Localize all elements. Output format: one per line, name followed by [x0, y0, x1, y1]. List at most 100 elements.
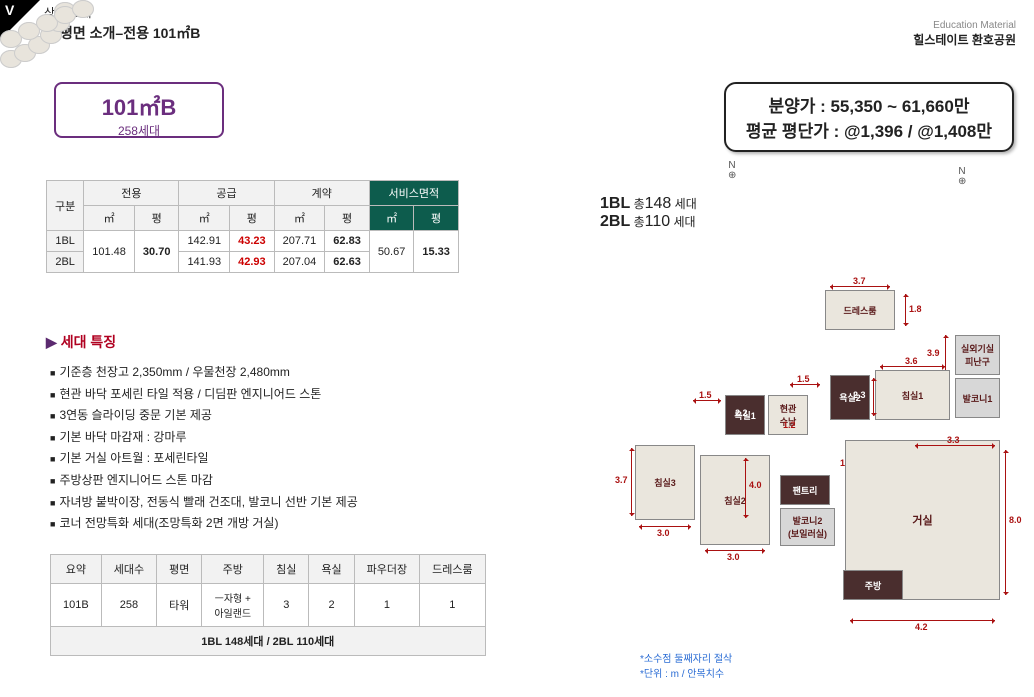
- price-box: 분양가 : 55,350 ~ 61,660만 평균 평단가 : @1,396 /…: [724, 82, 1014, 152]
- th-gg: 공급: [179, 181, 274, 206]
- bl1-pre: 총: [634, 197, 645, 211]
- sc: 1: [354, 584, 419, 627]
- dim-label: 8.0: [1009, 515, 1022, 525]
- dim-label: 1.2: [783, 420, 796, 430]
- room-bed1: 침실1: [875, 370, 950, 420]
- sh: 침실: [264, 555, 309, 584]
- sc: 1: [420, 584, 485, 627]
- room-bed2: 침실2: [700, 455, 770, 545]
- cell: 142.91: [179, 231, 230, 252]
- bl2-pre: 총: [634, 215, 645, 229]
- room-bed3: 침실3: [635, 445, 695, 520]
- dim-label: 3.9: [927, 348, 940, 358]
- sh: 드레스룸: [420, 555, 485, 584]
- dim: [705, 550, 765, 551]
- dim-label: 4.2: [915, 622, 928, 632]
- compass-icon: ⊕N: [958, 176, 974, 187]
- sc: 2: [309, 584, 354, 627]
- dim-label: 3.0: [727, 552, 740, 562]
- dim: [915, 445, 995, 446]
- sc: 타워: [157, 584, 202, 627]
- th-py: 평: [134, 206, 179, 231]
- dim: [850, 620, 995, 621]
- features-title: 세대 특징: [46, 332, 116, 352]
- row-1bl: 1BL: [47, 231, 84, 252]
- sc: 258: [101, 584, 156, 627]
- feature-item: 주방상판 엔지니어드 스톤 마감: [50, 470, 358, 492]
- area-table: 구분 전용 공급 계약 서비스면적 ㎡ 평 ㎡ 평 ㎡ 평 ㎡ 평 1BL 10…: [46, 180, 459, 273]
- compass-icon: ⊕N: [728, 170, 744, 181]
- bl2-suf: 세대: [673, 215, 695, 229]
- dim: [745, 458, 746, 518]
- th-py: 평: [230, 206, 275, 231]
- summary-table: 요약 세대수 평면 주방 침실 욕실 파우더장 드레스룸 101B 258 타워…: [50, 554, 486, 656]
- cell: 15.33: [414, 231, 459, 273]
- sh: 파우더장: [354, 555, 419, 584]
- cell: 43.23: [230, 231, 275, 252]
- edu-en: Education Material: [913, 20, 1016, 31]
- header-line2: 평면 소개–전용 101㎡B: [60, 25, 200, 41]
- price-line1: 분양가 : 55,350 ~ 61,660만: [746, 92, 992, 117]
- dim: [905, 294, 906, 326]
- education-material-label: Education Material 힐스테이트 환호공원: [913, 20, 1016, 48]
- sh: 요약: [51, 555, 102, 584]
- feature-item: 코너 전망특화 세대(조망특화 2면 개방 거실): [50, 513, 358, 535]
- cell: 62.63: [325, 252, 370, 273]
- th-service: 서비스면적: [369, 181, 458, 206]
- bl2-name: 2BL: [600, 213, 630, 230]
- feature-item: 현관 바닥 포세린 타일 적용 / 디딤판 엔지니어드 스톤: [50, 384, 358, 406]
- room-balc2: 발코니2 (보일러실): [780, 508, 835, 546]
- bl1-suf: 세대: [675, 197, 697, 211]
- room-pantry: 팬트리: [780, 475, 830, 505]
- dim-label: 4.0: [749, 480, 762, 490]
- th-m2: ㎡: [274, 206, 325, 231]
- dim: [880, 366, 945, 367]
- cell: 207.71: [274, 231, 325, 252]
- cell: 50.67: [369, 231, 414, 273]
- sh: 주방: [202, 555, 264, 584]
- footnote-l2: *단위 : m / 안목치수: [640, 665, 732, 680]
- dim: [873, 378, 874, 416]
- th-py: 평: [414, 206, 459, 231]
- sc: 101B: [51, 584, 102, 627]
- dim: [830, 286, 890, 287]
- price-line2: 평균 평단가 : @1,396 / @1,408만: [746, 117, 992, 142]
- edu-kor: 힐스테이트 환호공원: [913, 31, 1016, 48]
- sh: 욕실: [309, 555, 354, 584]
- feature-item: 기준층 천장고 2,350mm / 우물천장 2,480mm: [50, 362, 358, 384]
- dim-label: 3.0: [657, 528, 670, 538]
- dim-label: 1.5: [797, 374, 810, 384]
- sh: 세대수: [101, 555, 156, 584]
- dim: [631, 448, 632, 516]
- dim: [639, 526, 691, 527]
- cell: 141.93: [179, 252, 230, 273]
- dim: [693, 400, 721, 401]
- th-jy: 전용: [84, 181, 179, 206]
- room-balc1: 발코니1: [955, 378, 1000, 418]
- th-m2: ㎡: [369, 206, 414, 231]
- feature-item: 기본 거실 아트월 : 포세린타일: [50, 448, 358, 470]
- footnote: *소수점 둘째자리 절삭 *단위 : m / 안목치수: [640, 650, 732, 680]
- cell: 207.04: [274, 252, 325, 273]
- th-gubun: 구분: [47, 181, 84, 231]
- size-badge-big: 101㎡B: [56, 90, 222, 122]
- th-gy: 계약: [274, 181, 369, 206]
- th-m2: ㎡: [179, 206, 230, 231]
- cell: 101.48: [84, 231, 135, 273]
- features-list: 기준층 천장고 2,350mm / 우물천장 2,480mm 현관 바닥 포세린…: [50, 362, 358, 535]
- row-2bl: 2BL: [47, 252, 84, 273]
- th-py: 평: [325, 206, 370, 231]
- dim-label: 3.6: [905, 356, 918, 366]
- feature-item: 3연동 슬라이딩 중문 기본 제공: [50, 405, 358, 427]
- dim-label: 1.5: [699, 390, 712, 400]
- dim: [1005, 450, 1006, 595]
- room-siloe: 실외기실 피난구: [955, 335, 1000, 375]
- dim-label: 1.8: [909, 304, 922, 314]
- cell: 30.70: [134, 231, 179, 273]
- sh: 평면: [157, 555, 202, 584]
- sc: ㅡ자형 + 아일랜드: [202, 584, 264, 627]
- feature-item: 자녀방 붙박이장, 전동식 빨래 건조대, 발코니 선반 기본 제공: [50, 492, 358, 514]
- bl-labels: 1BL 총148 세대 2BL 총110 세대: [600, 195, 1034, 231]
- summary-foot: 1BL 148세대 / 2BL 110세대: [51, 627, 486, 656]
- bl1-num: 148: [645, 195, 672, 212]
